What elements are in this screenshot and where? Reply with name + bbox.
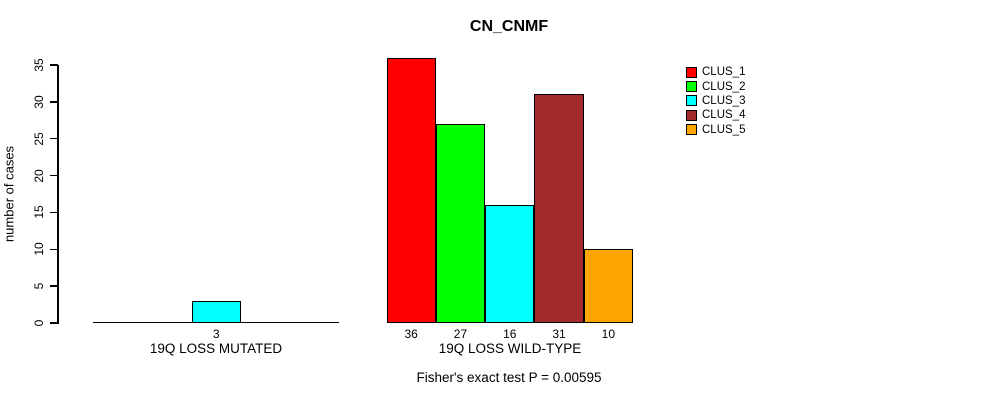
zero-height-bar-clus_4 [240,321,291,323]
y-tick-label: 20 [32,168,46,183]
group-label-19q-loss-mutated: 19Q LOSS MUTATED [149,341,283,356]
chart-title: CN_CNMF [469,18,549,35]
legend-swatch-icon [686,81,697,93]
zero-height-bar-clus_5 [290,321,340,323]
zero-height-bar-clus_2 [142,321,192,323]
y-tick-mark [50,101,58,103]
bar-clus_3-group2 [485,205,535,323]
bar-value-label: 31 [552,327,566,341]
y-tick-label: 10 [32,242,46,256]
y-tick-label: 5 [32,282,46,290]
bar-value-label: 36 [404,327,418,341]
bar-clus_1-group2 [386,57,436,323]
legend-swatch-icon [686,109,697,121]
y-tick-label: 25 [32,132,46,146]
legend-item-clus_1: CLUS_1 [686,65,745,79]
y-tick-mark [50,285,58,287]
y-tick-label: 0 [32,319,46,327]
legend-item-clus_4: CLUS_4 [686,108,745,122]
y-tick-mark [50,64,58,66]
bar-value-label: 10 [601,327,616,341]
legend-item-clus_2: CLUS_2 [686,79,745,93]
bar-clus_4-group2 [534,94,584,323]
legend-label: CLUS_2 [702,80,746,93]
legend-label: CLUS_1 [702,66,746,79]
bar-value-label: 27 [453,327,468,341]
y-axis-title: number of cases [1,145,17,243]
legend-swatch-icon [686,66,697,78]
bar-value-label: 3 [212,327,220,341]
group-label-19q-loss-wild-type: 19Q LOSS WILD-TYPE [438,341,582,356]
legend-item-clus_5: CLUS_5 [686,122,745,136]
y-tick-mark [50,174,58,177]
legend-item-clus_3: CLUS_3 [686,94,745,108]
zero-height-bar-clus_1 [93,321,143,323]
legend-label: CLUS_5 [702,123,746,136]
fisher-test-footnote: Fisher's exact test P = 0.00595 [416,370,602,385]
y-tick-label: 30 [32,95,46,109]
bar-clus_3-group1 [191,300,241,323]
legend-swatch-icon [686,95,697,107]
y-tick-mark [50,137,58,140]
y-axis-line [57,64,59,324]
y-tick-label: 35 [32,58,46,72]
y-tick-mark [50,248,58,251]
bar-value-label: 16 [503,327,517,341]
bar-clus_2-group2 [435,123,486,323]
y-tick-label: 15 [32,205,46,220]
legend-label: CLUS_4 [702,109,746,122]
bar-clus_5-group2 [583,249,633,323]
legend: CLUS_1 CLUS_2 CLUS_3 CLUS_4 CLUS_5 [686,65,745,137]
y-tick-mark [50,211,58,214]
legend-label: CLUS_3 [702,94,746,107]
legend-swatch-icon [686,124,697,136]
y-tick-mark [50,322,58,324]
